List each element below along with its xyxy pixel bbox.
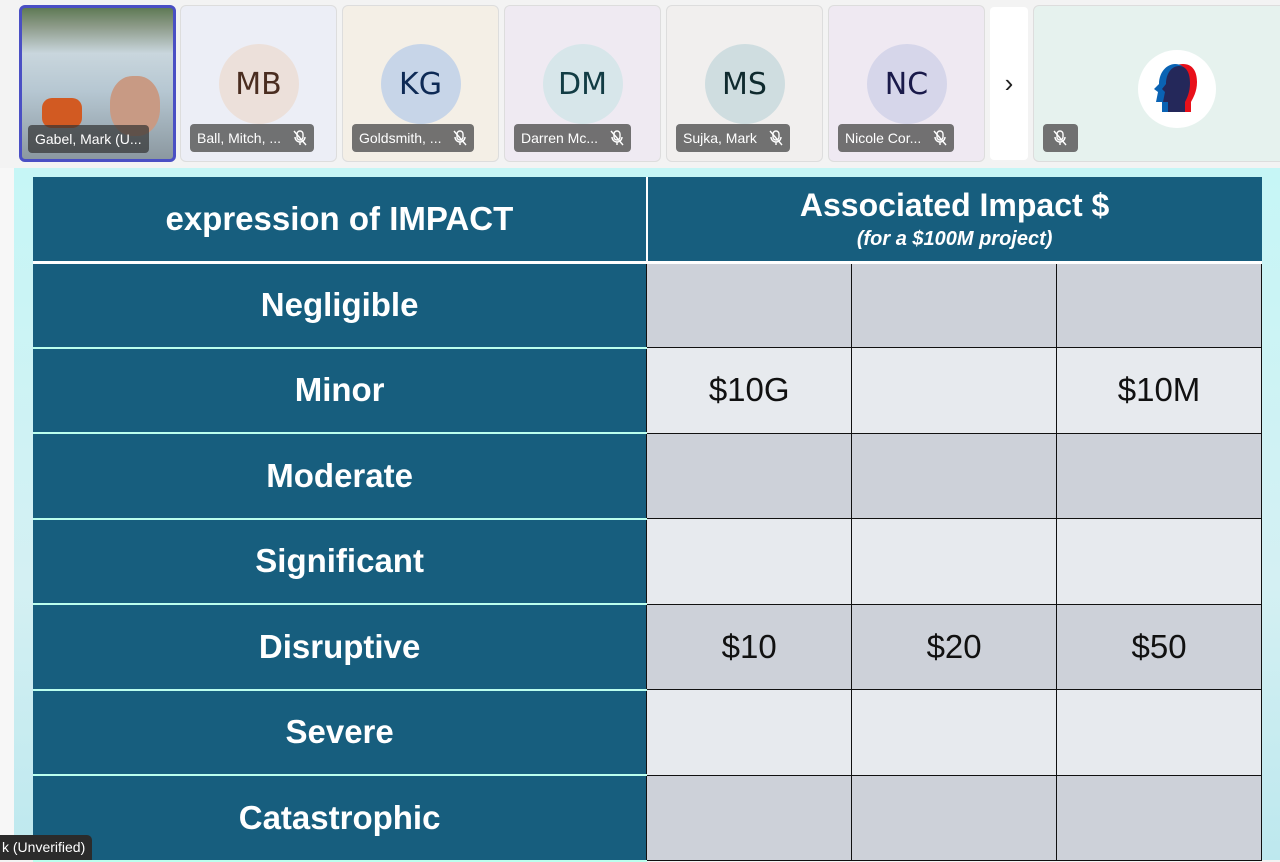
participant-strip: Gabel, Mark (U... MB Ball, Mitch, ... KG… [0, 0, 1280, 168]
mute-indicator [1043, 124, 1078, 152]
participant-name: Nicole Cor... [845, 130, 922, 146]
impact-value-cell: $10G [646, 347, 853, 434]
table-row: Catastrophic [33, 774, 1262, 862]
participant-name-badge: Nicole Cor... [838, 124, 955, 152]
impact-value-cell [851, 261, 1058, 348]
header-title: Associated Impact $ [799, 186, 1110, 223]
impact-value-cell [646, 518, 853, 605]
table-row: Disruptive $10 $20 $50 [33, 603, 1262, 691]
impact-value-cell [1056, 518, 1262, 605]
impact-value-cell [1056, 261, 1262, 348]
participant-avatar: MB [218, 44, 299, 124]
impact-value-cell [646, 689, 853, 776]
participant-tile[interactable]: DM Darren Mc... [504, 5, 661, 162]
mic-off-icon [293, 130, 307, 146]
participant-avatar: MS [704, 44, 785, 124]
participant-avatar: DM [542, 44, 623, 124]
mic-off-icon [610, 130, 624, 146]
impact-value-cell: $50 [1056, 603, 1262, 690]
left-pane [0, 168, 14, 860]
impact-value-cell [646, 774, 853, 861]
table-row: Negligible [33, 261, 1262, 349]
impact-value-cell [851, 518, 1058, 605]
impact-value-cell [851, 774, 1058, 861]
video-sofa [42, 98, 82, 128]
participant-name: Sujka, Mark [683, 130, 757, 146]
impact-level-label: Catastrophic [33, 775, 647, 862]
impact-level-label: Minor [33, 347, 647, 434]
participant-name: Goldsmith, ... [359, 130, 442, 146]
participant-tile-self[interactable] [1033, 5, 1280, 162]
impact-value-cell [851, 347, 1058, 434]
impact-value-cell [646, 432, 853, 519]
impact-value-cell [1056, 689, 1262, 776]
table-row: Severe [33, 689, 1262, 776]
impact-value-cell: $10 [646, 603, 853, 690]
header-associated-impact: Associated Impact $ (for a $100M project) [646, 177, 1262, 264]
participant-name: Ball, Mitch, ... [197, 130, 282, 146]
table-row: Significant [33, 518, 1262, 605]
impact-value-cell [1056, 774, 1262, 861]
participant-name-badge: Sujka, Mark [676, 124, 790, 152]
mic-off-icon [1053, 130, 1067, 146]
impact-value-cell: $10M [1056, 347, 1262, 434]
participant-name-badge: Goldsmith, ... [352, 124, 475, 152]
impact-value-cell [646, 261, 853, 348]
impact-value-cell [851, 432, 1058, 519]
participant-avatar: NC [866, 44, 947, 124]
participant-tile-video[interactable]: Gabel, Mark (U... [19, 5, 176, 162]
participant-avatar: KG [380, 44, 461, 124]
mic-off-icon [933, 130, 947, 146]
header-expression: expression of IMPACT [33, 177, 648, 264]
participant-tile[interactable]: KG Goldsmith, ... [342, 5, 499, 162]
impact-level-label: Severe [33, 689, 647, 776]
participant-name-badge: Ball, Mitch, ... [190, 124, 315, 152]
impact-level-label: Disruptive [33, 604, 647, 691]
impact-table: expression of IMPACT Associated Impact $… [33, 177, 1262, 862]
table-row: Moderate [33, 432, 1262, 520]
participant-name: Gabel, Mark (U... [28, 125, 149, 153]
head-profile-logo-icon [1138, 50, 1216, 128]
participant-tile[interactable]: MS Sujka, Mark [666, 5, 823, 162]
impact-value-cell: $20 [851, 603, 1058, 690]
participant-tile[interactable]: MB Ball, Mitch, ... [180, 5, 337, 162]
participant-name: Darren Mc... [521, 130, 599, 146]
impact-value-cell [851, 689, 1058, 776]
impact-level-label: Moderate [33, 433, 647, 520]
mic-off-icon [453, 130, 468, 146]
table-row: Minor $10G $10M [33, 347, 1262, 434]
participant-name-tooltip: k (Unverified) [0, 835, 92, 860]
impact-value-cell [1056, 432, 1262, 519]
impact-level-label: Significant [33, 518, 647, 605]
header-subtitle: (for a $100M project) [856, 227, 1053, 250]
mic-off-icon [769, 130, 783, 146]
impact-level-label: Negligible [33, 262, 647, 349]
participant-name-badge: Darren Mc... [514, 124, 632, 152]
next-participants-button[interactable]: › [990, 7, 1028, 160]
participant-tile[interactable]: NC Nicole Cor... [828, 5, 985, 162]
